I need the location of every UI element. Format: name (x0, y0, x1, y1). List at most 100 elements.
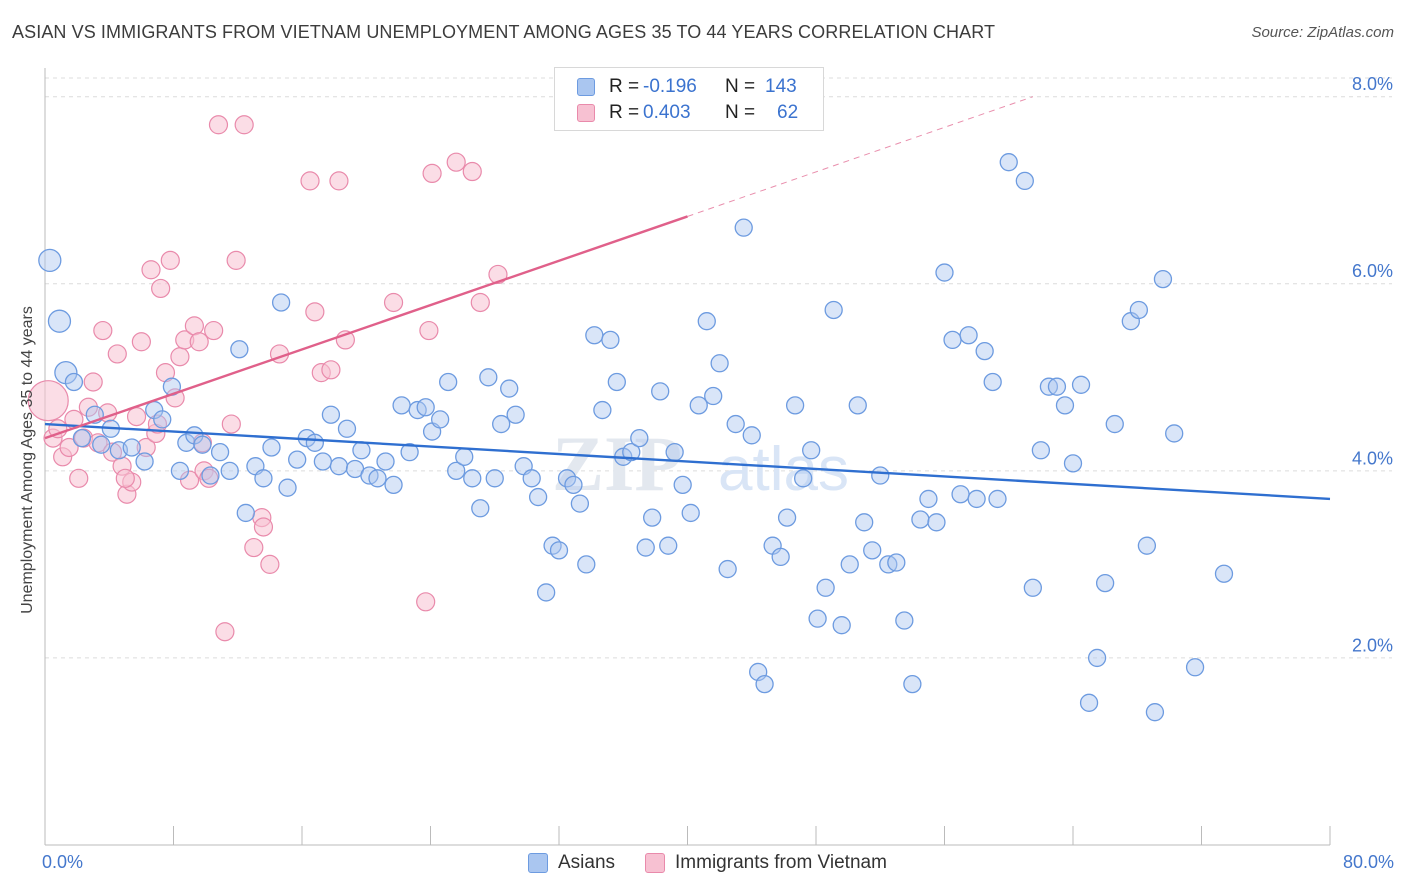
asian-point (230, 340, 249, 359)
watermark: ZIP atlas (552, 420, 849, 507)
asian-point (416, 398, 435, 417)
chart-title: ASIAN VS IMMIGRANTS FROM VIETNAM UNEMPLO… (12, 22, 996, 42)
asian-point (659, 536, 678, 555)
vietnam-point (416, 592, 436, 612)
asian-point (824, 300, 843, 320)
asian-point (607, 372, 626, 392)
asian-point (1047, 377, 1067, 396)
asian-point (1055, 396, 1075, 415)
asian-point (919, 489, 938, 509)
asian-point (455, 447, 474, 466)
n-label: N = (725, 102, 756, 123)
asian-point (528, 487, 548, 507)
asian-point (911, 510, 930, 529)
asian-point (220, 461, 239, 481)
asian-point (794, 469, 813, 488)
legend-row-asians: R = -0.196 N = 143 (577, 74, 797, 100)
vietnam-point (208, 115, 229, 135)
vietnam-point (321, 360, 341, 380)
asian-point (400, 442, 419, 462)
legend-label-asians: Asians (558, 852, 616, 873)
asian-point (1015, 171, 1034, 191)
trend-lines (44, 96, 1331, 501)
asian-point (726, 414, 745, 434)
asian-point (262, 438, 281, 457)
asian-point (704, 386, 723, 406)
vietnam-point (234, 115, 254, 135)
asian-point (485, 469, 504, 488)
asian-point (254, 469, 273, 488)
asian-point (1145, 703, 1165, 722)
vietnam-point (126, 407, 147, 427)
r-value: 0.403 (643, 102, 691, 123)
vietnam-point (260, 554, 280, 574)
asian-point (771, 547, 790, 567)
asian-point (742, 426, 761, 445)
vietnam-point (300, 171, 320, 191)
asian-point (802, 441, 821, 460)
asian-point (321, 405, 341, 424)
vietnam-point (151, 278, 171, 299)
asian-point (734, 218, 753, 237)
legend-item-vietnam: Immigrants from Vietnam (645, 852, 887, 874)
vietnam-point (102, 442, 123, 462)
vietnam-point (147, 414, 168, 434)
y-tick-labels: 2.0% 4.0% 6.0% 8.0% (1352, 74, 1393, 655)
asian-point (710, 354, 729, 373)
vietnam-point (383, 292, 404, 313)
asian-point (1031, 441, 1051, 460)
vietnam-point (204, 320, 224, 341)
asian-point (557, 469, 577, 488)
asian-point (999, 153, 1018, 172)
asian-point (170, 461, 190, 481)
vietnam-point (59, 437, 79, 458)
vietnam-point (69, 468, 89, 488)
vietnam-point (226, 250, 246, 270)
r-label: R = (609, 102, 640, 123)
vietnam-point (131, 332, 151, 352)
legend-swatch-vietnam (645, 853, 666, 873)
asian-point (570, 494, 590, 513)
asian-point (959, 326, 978, 345)
asian-point (1087, 648, 1107, 668)
stats-legend: R = -0.196 N = 143 R = 0.403 N = 62 (554, 67, 824, 131)
legend-item-asians: Asians (528, 852, 615, 874)
legend-swatch-vietnam (577, 104, 595, 122)
vietnam-point (221, 414, 241, 434)
asian-points (38, 153, 1234, 722)
asian-point (122, 438, 141, 457)
asian-point (135, 452, 154, 471)
asian-point (935, 263, 954, 282)
vietnam-trend-extension (687, 96, 1034, 217)
asian-point (785, 396, 805, 415)
asian-point (447, 461, 466, 481)
asian-point (816, 578, 835, 597)
asian-point (1185, 658, 1205, 677)
asian-point (72, 428, 92, 448)
asian-point (1165, 424, 1184, 443)
asian-point (492, 414, 511, 434)
asian-point (871, 466, 890, 485)
vietnam-point (83, 372, 103, 392)
asian-point (1095, 573, 1115, 593)
vietnam-point (419, 320, 439, 341)
r-value: -0.196 (643, 76, 697, 97)
asian-point (153, 410, 172, 429)
asian-point (630, 428, 649, 448)
n-value: 62 (777, 102, 799, 123)
asian-point (1153, 269, 1173, 289)
vietnam-point (93, 320, 113, 341)
x-tick-max: 80.0% (1342, 852, 1394, 872)
legend-swatch-asians (528, 853, 548, 873)
vietnam-point (462, 161, 482, 182)
asian-point (718, 559, 737, 579)
asian-point (329, 457, 349, 476)
asian-point (855, 513, 874, 532)
asian-point (193, 435, 212, 454)
asian-point (636, 538, 655, 557)
asian-point (777, 508, 797, 527)
asian-point (755, 674, 774, 694)
vietnam-point (115, 468, 135, 488)
asian-point (1071, 375, 1091, 394)
asian-point (832, 616, 851, 635)
